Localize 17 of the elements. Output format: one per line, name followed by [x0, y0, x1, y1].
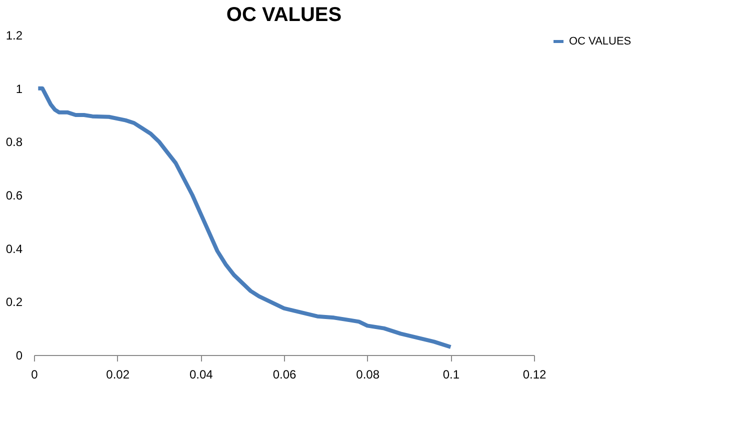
x-tick-label: 0.12 — [522, 368, 546, 382]
x-tick-label: 0.06 — [272, 368, 296, 382]
chart-title: OC VALUES — [226, 4, 342, 26]
x-tick-label: 0.1 — [442, 368, 460, 382]
x-tick-label: 0.02 — [106, 368, 130, 382]
y-tick-label: 0.2 — [6, 295, 23, 310]
y-tick-label: 0.6 — [6, 188, 23, 202]
y-tick-label: 0 — [16, 348, 23, 362]
y-tick-label: 0.4 — [6, 242, 23, 256]
x-tick-label: 0.08 — [356, 368, 380, 382]
x-tick-label: 0.04 — [189, 368, 214, 382]
legend-label: OC VALUES — [569, 36, 632, 48]
y-tick-label: 1.2 — [6, 28, 23, 42]
y-tick-label: 1 — [16, 82, 23, 96]
line-series — [36, 86, 453, 349]
y-tick-label: 0.8 — [6, 135, 23, 150]
x-tick-label: 0 — [31, 368, 38, 382]
